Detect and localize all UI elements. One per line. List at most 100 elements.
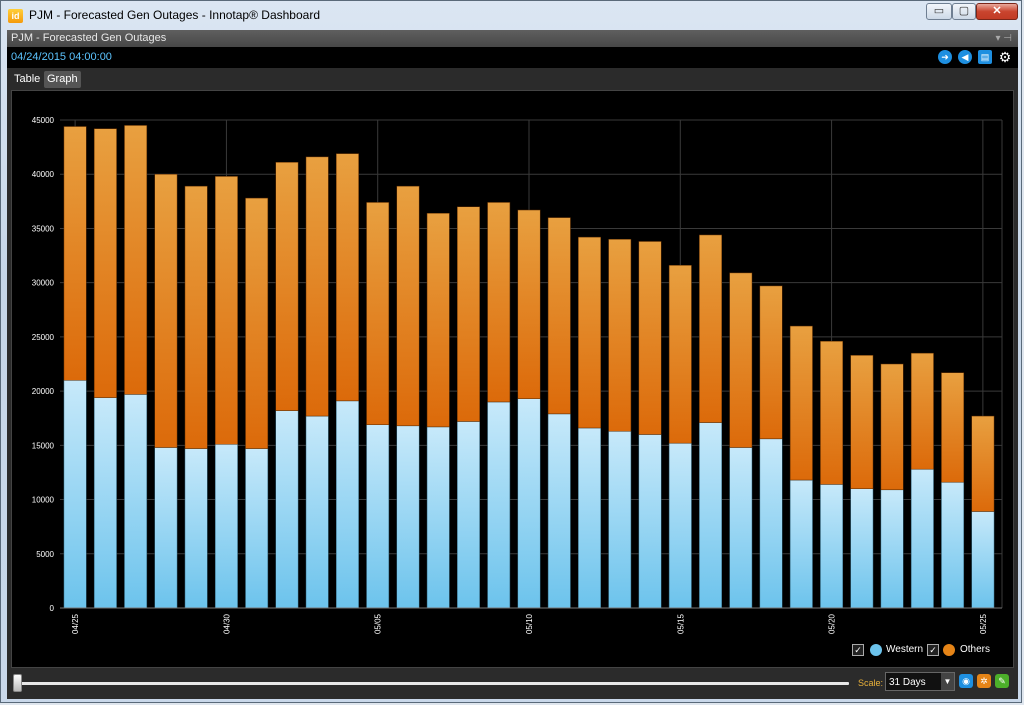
- time-slider-track[interactable]: [17, 682, 849, 685]
- legend-western-label: Western: [886, 644, 924, 655]
- bar-others: [699, 234, 722, 423]
- legend-others-checkbox[interactable]: ✓: [927, 644, 939, 656]
- bar-western: [668, 442, 692, 609]
- bar-western: [184, 448, 208, 609]
- y-tick-label: 40000: [32, 170, 55, 179]
- bar-others: [789, 325, 813, 481]
- scale-select-value: 31 Days: [889, 677, 926, 688]
- bar-western: [275, 410, 299, 609]
- bar-others: [63, 126, 87, 381]
- y-tick-label: 20000: [32, 387, 55, 396]
- bar-western: [517, 398, 541, 609]
- bar-others: [880, 363, 904, 491]
- bar-others: [336, 153, 359, 402]
- x-tick-label: 04/25: [71, 613, 80, 634]
- time-slider-thumb[interactable]: [13, 674, 22, 692]
- bar-western: [457, 421, 480, 609]
- y-tick-label: 35000: [32, 224, 55, 233]
- bar-western: [366, 424, 390, 609]
- chart-area: 0 5000 10000 15000 20000 25000 30000 35000 40000…: [11, 90, 1014, 668]
- view-icon[interactable]: ◉: [959, 674, 973, 688]
- arrow-right-icon[interactable]: ➜: [938, 50, 952, 64]
- bar-western: [578, 427, 601, 609]
- bar-others: [93, 128, 117, 398]
- bottom-bar: Scale: 31 Days ▼ ◉ ✲ ✎: [7, 668, 1018, 699]
- tab-graph[interactable]: Graph: [44, 71, 81, 88]
- panel-header: PJM - Forecasted Gen Outages ▾ ⊣: [7, 30, 1018, 47]
- y-tick-label: 15000: [32, 441, 55, 450]
- y-tick-label: 10000: [32, 496, 55, 505]
- maximize-button[interactable]: ▢: [952, 3, 976, 20]
- chart-legend: ✓ Western ✓ Others: [852, 642, 1002, 658]
- bar-others: [305, 156, 329, 417]
- legend-western-checkbox[interactable]: ✓: [852, 644, 864, 656]
- bar-others: [820, 340, 844, 485]
- bar-western: [820, 484, 844, 609]
- dashboard-panel: PJM - Forecasted Gen Outages ▾ ⊣ 04/24/2…: [7, 30, 1018, 699]
- x-tick-label: 05/20: [828, 613, 837, 634]
- bar-western: [759, 438, 783, 609]
- export-icon[interactable]: ▤: [978, 50, 992, 64]
- window-title: PJM - Forecasted Gen Outages - Innotap® …: [29, 8, 320, 22]
- info-bar: 04/24/2015 04:00:00 ➜ ◀ ▤ ⚙: [7, 47, 1018, 68]
- x-tick-label: 04/30: [222, 613, 231, 634]
- view-tabs: Table Graph: [7, 68, 1018, 90]
- legend-western-swatch: [870, 644, 882, 656]
- bar-western: [214, 443, 238, 609]
- y-tick-label: 30000: [32, 279, 55, 288]
- bar-others: [638, 241, 662, 435]
- bar-others: [214, 176, 238, 445]
- bar-others: [729, 272, 753, 448]
- pin-icon[interactable]: ▾ ⊣: [995, 33, 1012, 44]
- scale-label: Scale:: [858, 678, 884, 688]
- bar-western: [608, 430, 632, 609]
- close-button[interactable]: ✕: [976, 3, 1018, 20]
- bar-western: [63, 380, 87, 609]
- bar-western: [305, 415, 329, 609]
- bar-others: [547, 217, 571, 415]
- bar-western: [729, 447, 753, 609]
- x-tick-label: 05/25: [979, 613, 988, 634]
- speaker-icon[interactable]: ◀: [958, 50, 972, 64]
- bar-others: [275, 162, 299, 411]
- minimize-button[interactable]: ▭: [926, 3, 952, 20]
- y-tick-label: 25000: [32, 333, 55, 342]
- x-tick-label: 05/05: [374, 613, 383, 634]
- bar-western: [93, 397, 117, 609]
- config-icon[interactable]: ✲: [977, 674, 991, 688]
- bar-others: [366, 202, 390, 425]
- gear-icon[interactable]: ⚙: [998, 49, 1012, 65]
- edit-icon[interactable]: ✎: [995, 674, 1009, 688]
- panel-title: PJM - Forecasted Gen Outages: [11, 32, 167, 44]
- title-bar[interactable]: id PJM - Forecasted Gen Outages - Innota…: [1, 1, 1021, 30]
- scale-select[interactable]: 31 Days ▼: [885, 672, 955, 691]
- tab-table[interactable]: Table: [14, 73, 41, 85]
- bar-others: [759, 285, 783, 440]
- bar-western: [487, 401, 511, 609]
- bar-others: [124, 125, 148, 395]
- bar-others: [245, 197, 269, 449]
- y-tick-label: 5000: [36, 550, 54, 559]
- x-tick-label: 05/15: [676, 613, 685, 634]
- y-tick-label: 0: [50, 604, 55, 613]
- bar-others: [457, 206, 480, 422]
- bar-western: [396, 425, 420, 609]
- bar-western: [547, 413, 571, 609]
- y-tick-label: 45000: [32, 116, 55, 125]
- bar-others: [941, 372, 965, 483]
- bar-western: [910, 468, 934, 609]
- chevron-down-icon[interactable]: ▼: [941, 673, 954, 690]
- bar-others: [608, 239, 632, 432]
- bar-others: [971, 415, 995, 512]
- bar-western: [154, 447, 178, 609]
- bar-western: [245, 448, 269, 609]
- bar-western: [971, 511, 995, 609]
- bar-western: [941, 481, 965, 609]
- bar-western: [426, 426, 450, 609]
- bar-others: [850, 355, 874, 489]
- bar-western: [699, 422, 722, 609]
- bar-others: [184, 185, 208, 449]
- bar-western: [336, 400, 359, 609]
- bar-western: [789, 479, 813, 609]
